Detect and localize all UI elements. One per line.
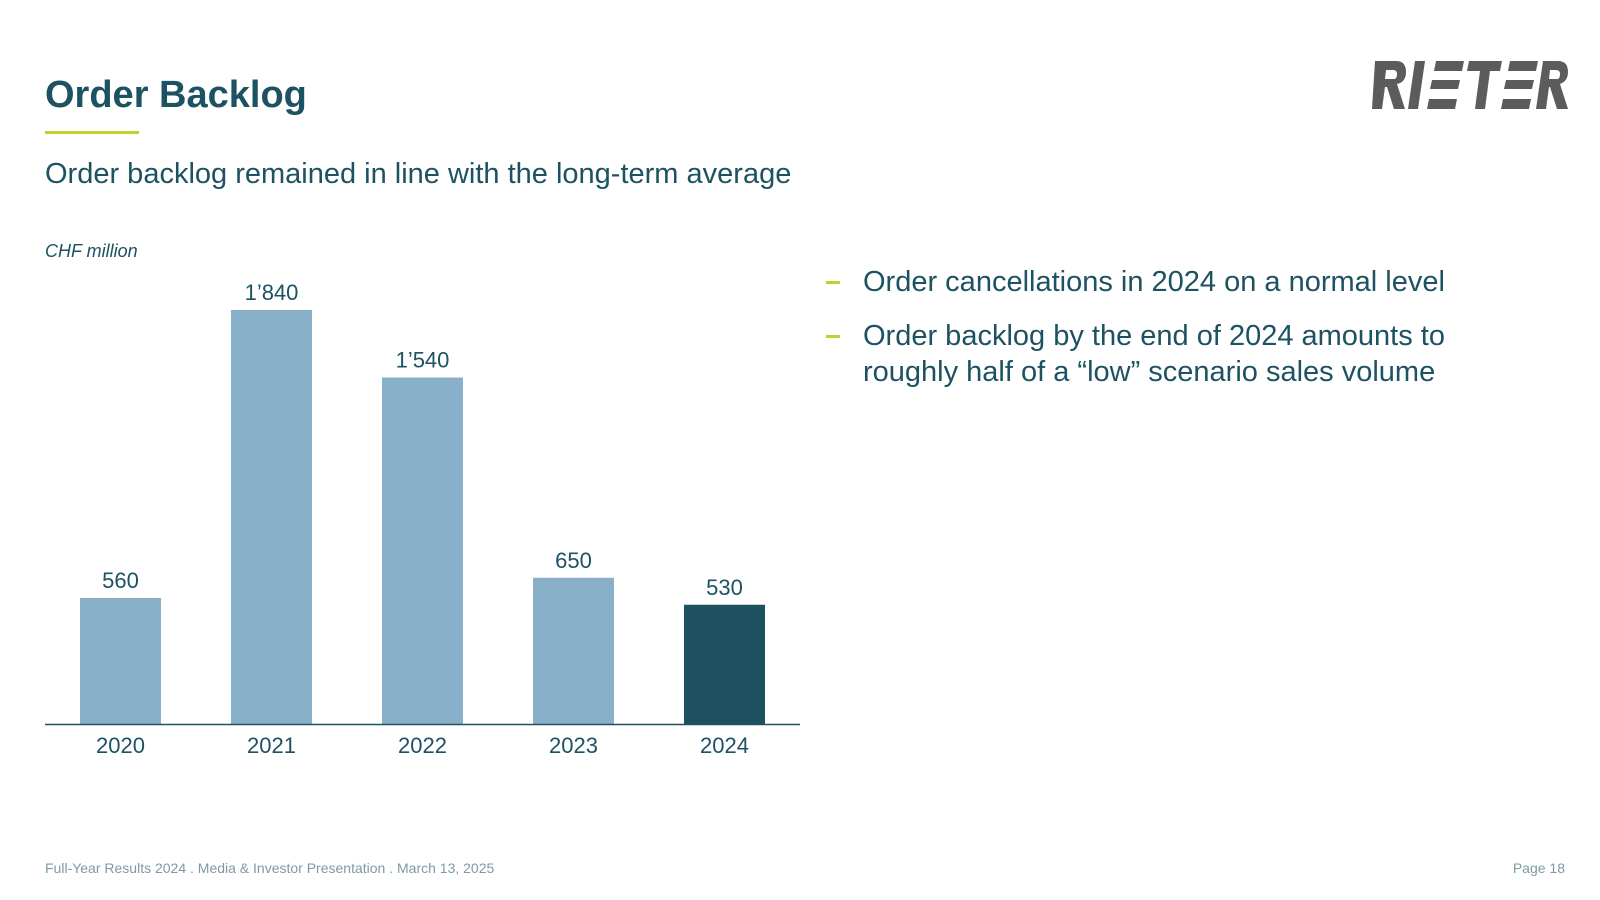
bar-2024	[684, 604, 765, 724]
x-tick-label-2021: 2021	[247, 733, 296, 758]
data-label-2020: 560	[102, 568, 139, 593]
bar-2022	[382, 377, 463, 724]
bullet-text: Order cancellations in 2024 on a normal …	[863, 266, 1445, 298]
x-tick-label-2022: 2022	[398, 733, 447, 758]
footer-page-number: Page 18	[1512, 860, 1565, 876]
page-title: Order Backlog	[45, 74, 307, 116]
chart-unit-label: CHF million	[45, 241, 138, 261]
bullet-item: Order backlog by the end of 2024 amounts…	[826, 318, 1506, 390]
bar-2021	[231, 310, 312, 724]
x-tick-label-2024: 2024	[700, 733, 749, 758]
data-label-2021: 1’840	[245, 280, 299, 305]
order-backlog-bar-chart: 560 2020 1’840 2021 1’540 2022 650 2023 530 2024	[45, 280, 800, 758]
rieter-logo	[1372, 61, 1568, 109]
x-tick-label-2020: 2020	[96, 733, 145, 758]
bullet-dash-icon	[826, 335, 840, 338]
data-label-2022: 1’540	[396, 348, 450, 373]
title-underline	[45, 131, 139, 134]
page-subtitle: Order backlog remained in line with the …	[45, 158, 792, 190]
x-tick-label-2023: 2023	[549, 733, 598, 758]
bullet-text: Order backlog by the end of 2024 amounts…	[863, 320, 1445, 388]
bullet-dash-icon	[826, 281, 840, 284]
key-points-list: Order cancellations in 2024 on a normal …	[826, 264, 1506, 408]
footer-presentation-info: Full-Year Results 2024 . Media & Investo…	[45, 860, 495, 876]
bar-2023	[533, 577, 614, 724]
bar-2020	[80, 598, 161, 724]
data-label-2024: 530	[706, 575, 743, 600]
bullet-item: Order cancellations in 2024 on a normal …	[826, 264, 1506, 300]
data-label-2023: 650	[555, 548, 592, 573]
